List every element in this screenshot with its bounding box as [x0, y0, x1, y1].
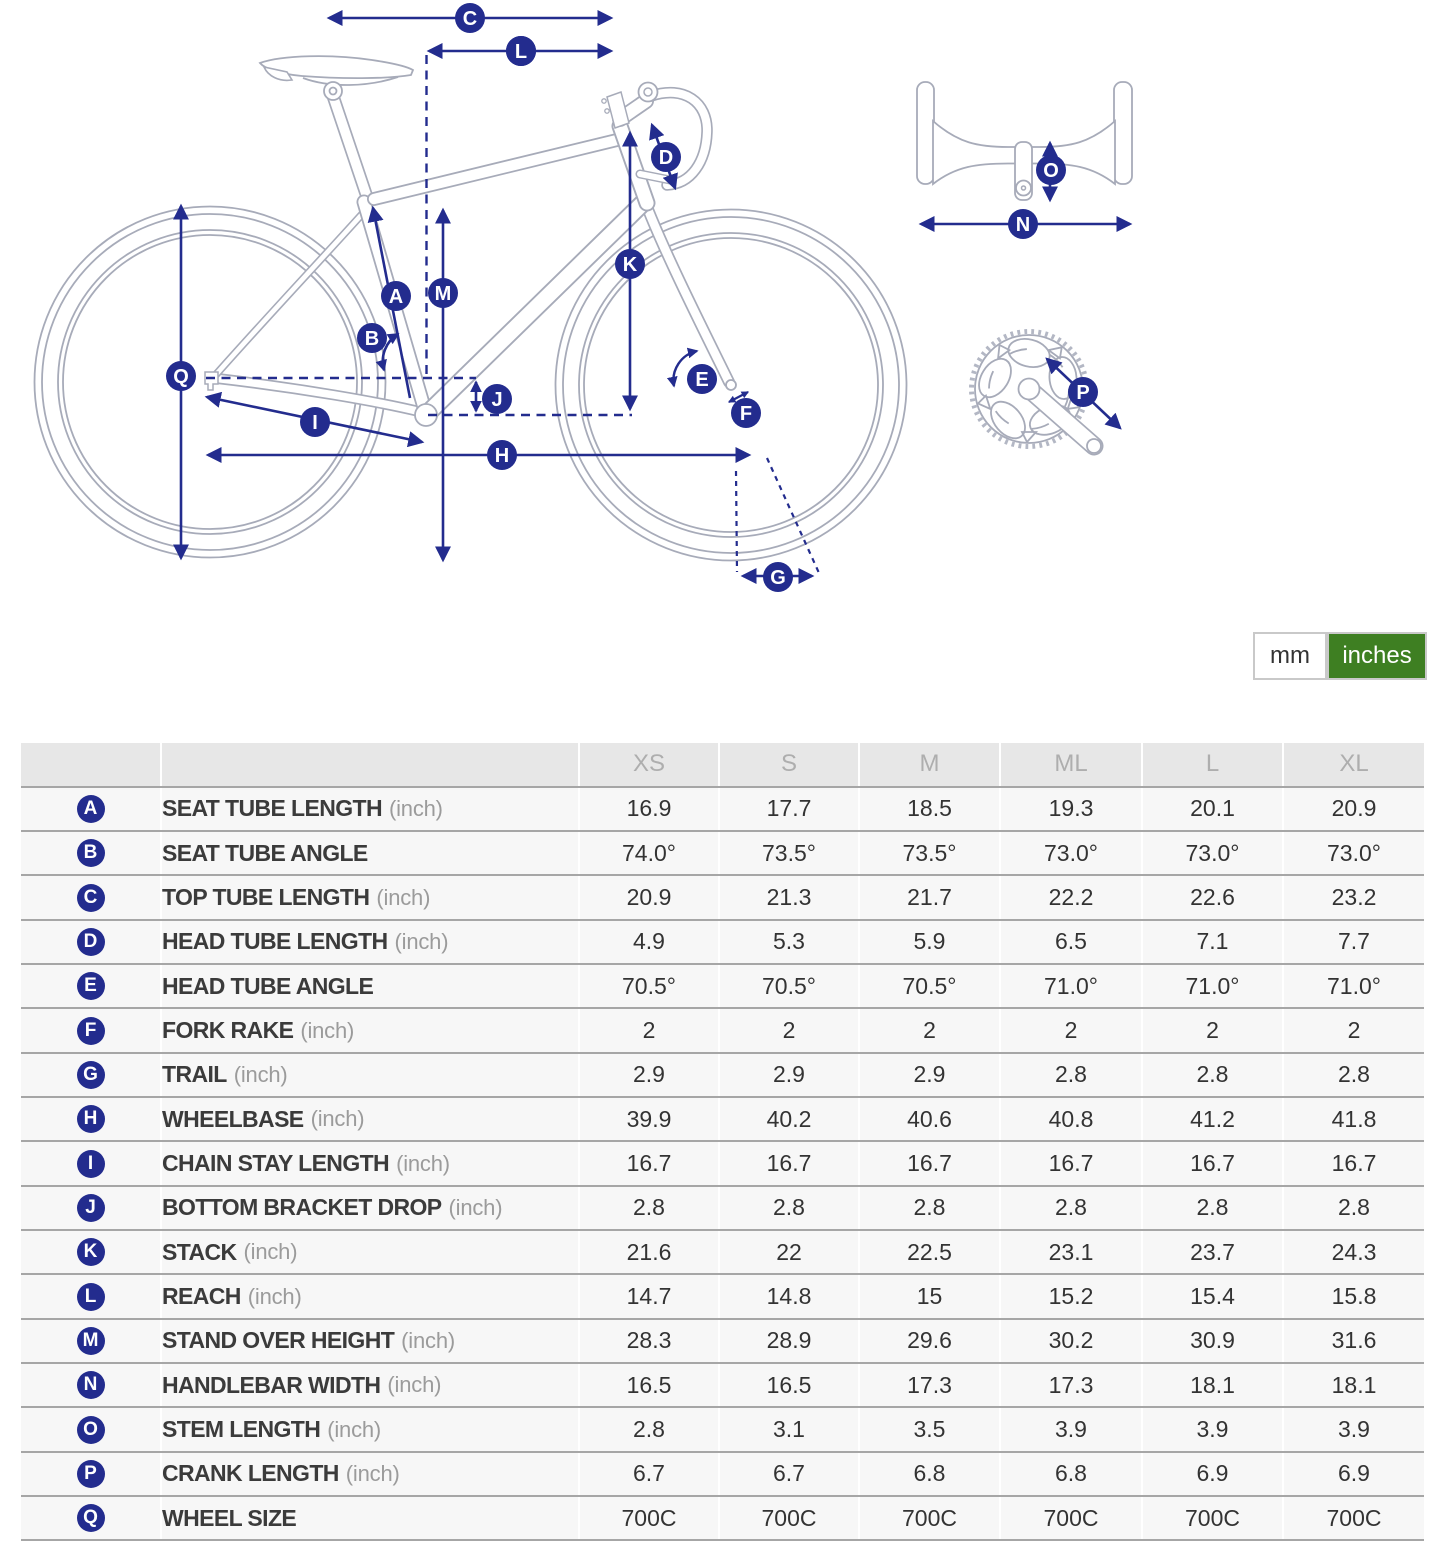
svg-text:C: C [463, 8, 477, 30]
svg-text:Q: Q [173, 366, 189, 388]
svg-text:G: G [770, 567, 786, 589]
svg-text:J: J [491, 389, 502, 411]
svg-text:P: P [1076, 382, 1089, 404]
svg-text:O: O [1043, 160, 1059, 182]
svg-text:E: E [695, 369, 708, 391]
svg-text:N: N [1016, 214, 1030, 236]
svg-text:F: F [740, 403, 752, 425]
svg-text:I: I [312, 412, 318, 434]
svg-text:M: M [435, 283, 452, 305]
svg-text:A: A [389, 286, 403, 308]
svg-text:D: D [659, 147, 673, 169]
svg-text:K: K [623, 254, 638, 276]
svg-text:L: L [515, 41, 527, 63]
svg-text:B: B [365, 328, 379, 350]
svg-text:H: H [495, 445, 509, 467]
